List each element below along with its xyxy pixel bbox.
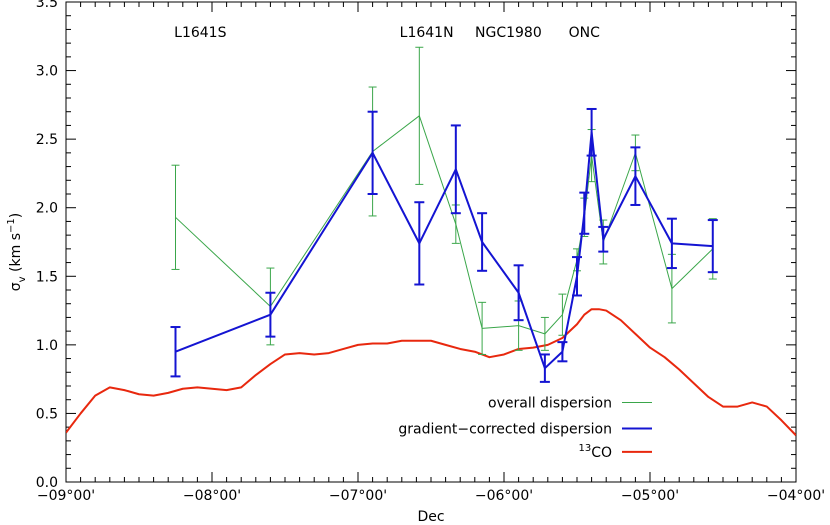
error-bar	[586, 107, 597, 157]
y-axis-units-sup: −1	[6, 218, 17, 233]
y-tick-label: 2.5	[36, 132, 58, 148]
error-bar	[513, 264, 524, 322]
error-bar	[414, 201, 425, 286]
x-tick-label: −05°00'	[621, 488, 679, 504]
error-bar	[540, 316, 549, 351]
x-axis-title: Dec	[417, 509, 444, 525]
error-bar	[572, 256, 582, 297]
axis-ticks	[65, 1, 797, 483]
error-bar	[598, 225, 609, 253]
error-bar	[478, 301, 487, 355]
error-bar	[557, 341, 568, 363]
y-tick-label: 3.5	[36, 0, 58, 11]
error-bar	[579, 191, 590, 235]
y-tick-label: 0.5	[36, 406, 58, 422]
y-tick-label: 1.5	[36, 269, 58, 285]
region-label: L1641S	[174, 25, 226, 41]
y-tick-label: 1.0	[36, 338, 58, 354]
error-bar	[415, 46, 424, 185]
series-layer	[66, 46, 796, 437]
y-tick-label: 2.0	[36, 201, 58, 217]
region-label: L1641N	[400, 25, 454, 41]
legend-entry-0: overall dispersion	[488, 395, 652, 411]
series-2	[66, 308, 796, 437]
error-bar	[539, 353, 550, 383]
legend: overall dispersion gradient−corrected dis…	[398, 395, 652, 461]
y-axis-title: σv (km s−1)	[6, 213, 28, 291]
region-label: ONC	[569, 25, 600, 41]
y-axis-units-prefix: (km s	[8, 233, 24, 276]
x-tick-label: −07°00'	[329, 488, 387, 504]
legend-entry-2: 13CO	[578, 443, 652, 461]
series-line	[175, 131, 713, 370]
region-labels: L1641S L1641N NGC1980 ONC	[174, 25, 600, 41]
region-label: NGC1980	[475, 25, 542, 41]
axis-tick-labels: −09°00' −08°00' −07°00' −06°00' −05°00' −04°0…	[36, 0, 825, 504]
error-bar	[558, 293, 567, 336]
legend-label: gradient−corrected dispersion	[398, 422, 612, 438]
x-tick-label: −08°00'	[183, 488, 241, 504]
error-bar	[707, 219, 718, 274]
error-bar	[265, 291, 276, 338]
y-tick-label: 0.0	[36, 475, 58, 491]
error-bar	[450, 124, 461, 215]
error-bar	[367, 110, 378, 195]
y-axis-sub: v	[17, 276, 28, 282]
error-bar	[666, 217, 677, 270]
error-bar	[630, 146, 641, 206]
y-axis-units-suffix: )	[8, 213, 24, 218]
x-tick-label: −04°00'	[767, 488, 825, 504]
error-bar	[170, 326, 181, 378]
legend-label: 13CO	[578, 443, 612, 461]
series-line	[66, 308, 796, 437]
series-line	[175, 115, 714, 335]
y-axis-sigma: σ	[8, 282, 24, 291]
error-bar	[171, 164, 180, 270]
error-bar	[477, 212, 488, 272]
x-tick-label: −06°00'	[475, 488, 533, 504]
legend-entry-1: gradient−corrected dispersion	[398, 422, 652, 438]
legend-label: overall dispersion	[488, 395, 612, 411]
series-1	[170, 107, 718, 383]
y-tick-label: 3.0	[36, 64, 58, 80]
x-tick-label: −09°00'	[37, 488, 95, 504]
